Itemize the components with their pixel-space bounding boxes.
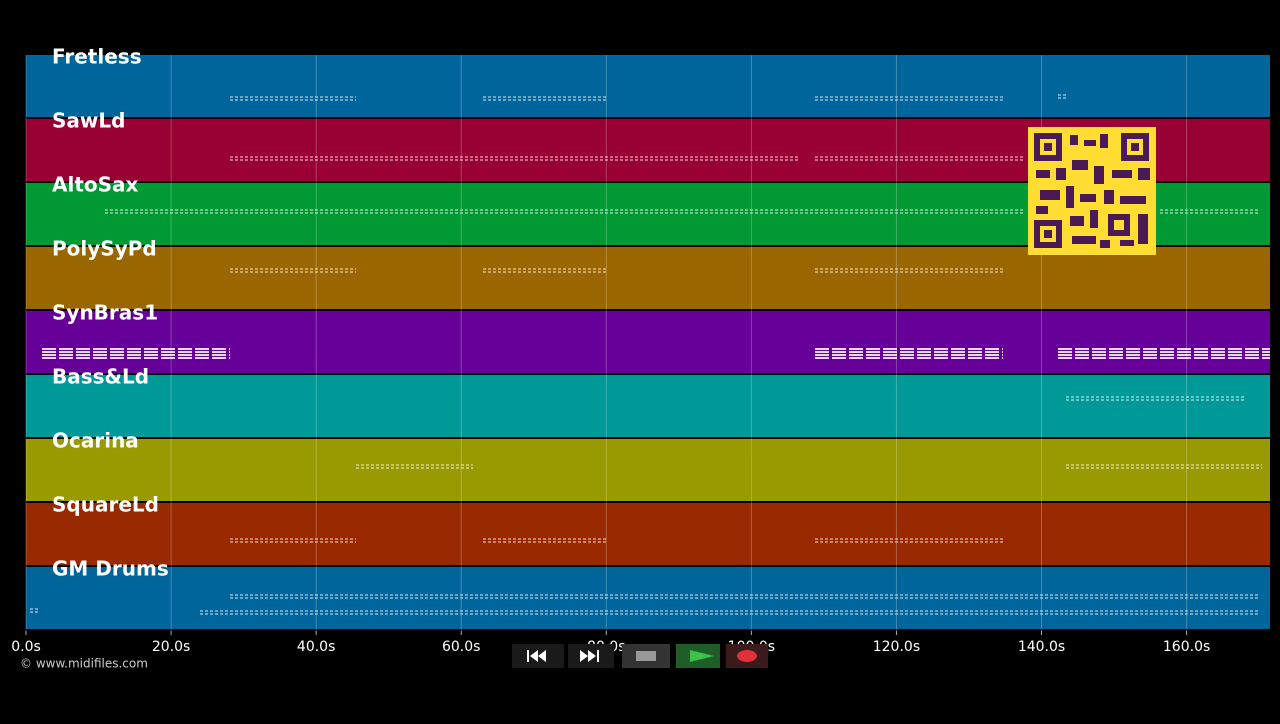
stop-icon (636, 651, 656, 661)
tick-label: 60.0s (442, 639, 480, 655)
track-name: PolySyPd (52, 237, 157, 261)
track-lane (26, 503, 1270, 565)
tick-label: 120.0s (873, 639, 920, 655)
track-lane (26, 247, 1270, 309)
track-name: GM Drums (52, 557, 169, 581)
play-icon (690, 650, 714, 662)
track-name: Ocarina (52, 429, 139, 453)
tick-label: 20.0s (152, 639, 190, 655)
tick-label: 160.0s (1163, 639, 1210, 655)
track-name: Bass&Ld (52, 365, 149, 389)
grid (25, 55, 1188, 631)
forward-icon (580, 650, 599, 662)
track-name: Fretless (52, 45, 142, 69)
track-lane (26, 375, 1270, 437)
tick-label: 40.0s (297, 639, 335, 655)
rewind-icon (527, 650, 546, 662)
track-name: SquareLd (52, 493, 159, 517)
qr-code (1028, 127, 1156, 255)
track-name: AltoSax (52, 173, 139, 197)
track-lane (26, 439, 1270, 501)
track-lane (26, 55, 1270, 117)
track-name: SynBras1 (52, 301, 158, 325)
player-controls (512, 644, 768, 668)
track-name: SawLd (52, 109, 125, 133)
tick-label: 140.0s (1018, 639, 1065, 655)
track-labels: Fretless SawLd AltoSax PolySyPd SynBras1 Bass… (52, 45, 169, 581)
tick-label: 0.0s (11, 639, 41, 655)
copyright: © www.midifiles.com (20, 657, 148, 671)
track-lane (26, 311, 1270, 373)
record-icon (737, 650, 757, 662)
notes (30, 94, 1270, 615)
